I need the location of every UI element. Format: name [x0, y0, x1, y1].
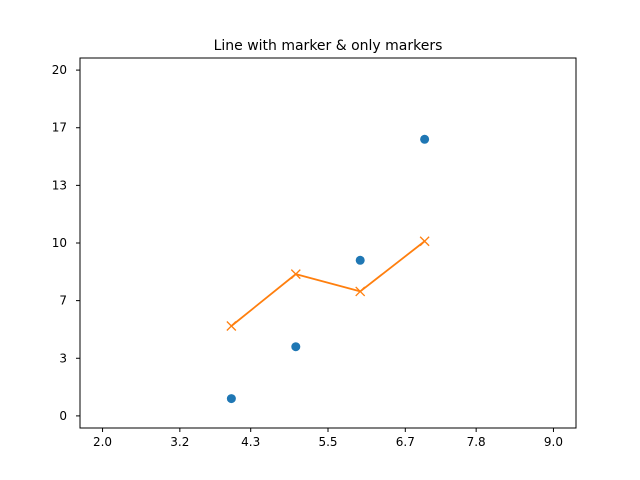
chart-title: Line with marker & only markers [214, 38, 443, 54]
y-axis: 0 3 7 10 13 17 20 [52, 63, 80, 423]
x-tick-label: 6.7 [396, 435, 415, 449]
data-point [290, 269, 301, 280]
y-tick-label: 13 [52, 178, 67, 192]
plot-frame [79, 57, 577, 429]
y-tick-label: 20 [52, 63, 67, 77]
y-tick-label: 17 [52, 121, 67, 135]
x-tick-label: 7.8 [467, 435, 486, 449]
x-axis: 2.0 3.2 4.3 5.5 6.7 7.8 9.0 [93, 428, 563, 449]
x-tick-label: 2.0 [93, 435, 112, 449]
y-tick-label: 0 [59, 409, 67, 423]
x-tick-label: 5.5 [318, 435, 337, 449]
data-point [420, 134, 430, 144]
x-tick-label: 4.3 [241, 435, 260, 449]
y-tick-label: 10 [52, 236, 67, 250]
data-point [291, 342, 301, 352]
data-point [226, 321, 237, 331]
y-tick-label: 3 [59, 351, 67, 365]
y-tick-label: 7 [59, 294, 67, 308]
x-tick-label: 9.0 [544, 435, 563, 449]
series-line [230, 240, 426, 327]
plot-series [226, 134, 430, 404]
data-point [355, 255, 365, 265]
data-point [419, 236, 430, 247]
series-1 [226, 134, 430, 404]
x-tick-label: 3.2 [170, 435, 189, 449]
series-2 [226, 236, 430, 331]
data-point [355, 286, 366, 297]
data-point [226, 394, 236, 404]
